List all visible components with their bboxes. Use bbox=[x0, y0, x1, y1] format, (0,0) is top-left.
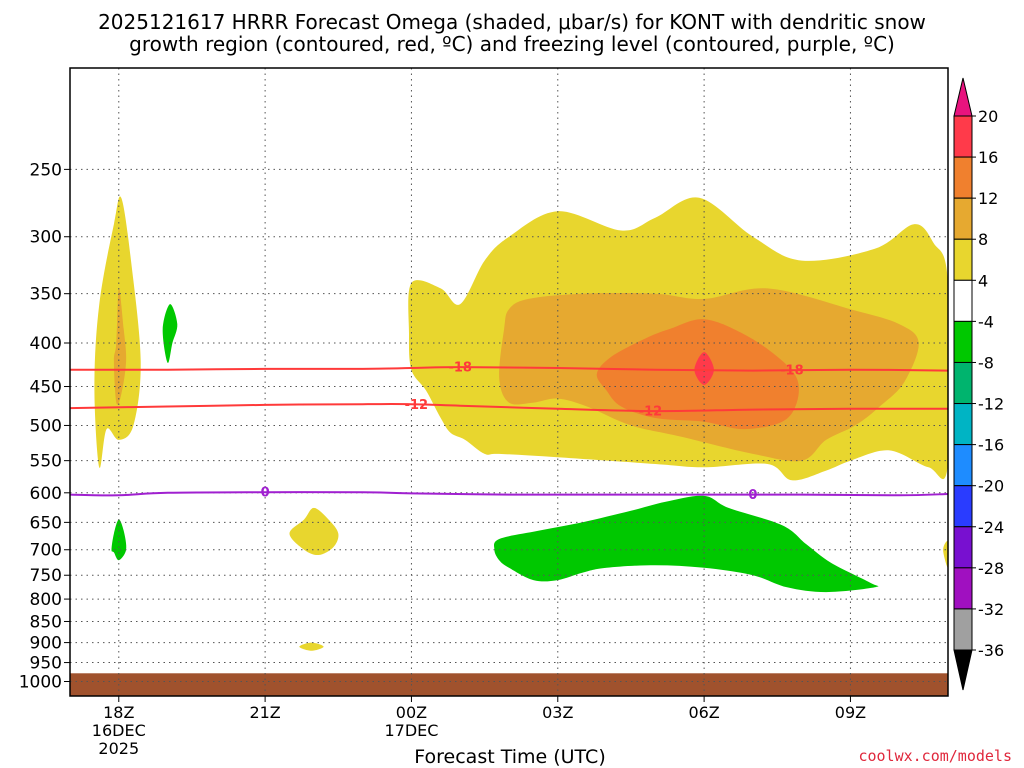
contour-label-0-0: 0 bbox=[261, 486, 270, 501]
omega-region-1 bbox=[113, 288, 127, 405]
y-tick-label-800: 800 bbox=[30, 590, 62, 610]
colorbar-label-9: -20 bbox=[978, 477, 1004, 496]
colorbar-label-1: 16 bbox=[978, 148, 998, 167]
contour-label--12-1: -12 bbox=[639, 405, 663, 420]
colorbar-label-5: -4 bbox=[978, 312, 994, 331]
colorbar-swatch-6 bbox=[953, 361, 973, 405]
y-tick-label-350: 350 bbox=[30, 285, 62, 305]
colorbar-swatch-2 bbox=[953, 197, 973, 240]
contour-label--12-0: -12 bbox=[405, 398, 429, 413]
colorbar-swatch-8 bbox=[953, 444, 973, 487]
colorbar-label-7: -12 bbox=[978, 395, 1004, 414]
colorbar-label-11: -28 bbox=[978, 559, 1004, 578]
colorbar-swatch-9 bbox=[953, 485, 973, 528]
colorbar-label-6: -8 bbox=[978, 353, 994, 372]
colorbar-label-2: 12 bbox=[978, 189, 998, 208]
omega-region-6 bbox=[162, 304, 178, 364]
chart-title-line1: 2025121617 HRRR Forecast Omega (shaded, … bbox=[98, 10, 926, 34]
contour-group--18: -18 -18 bbox=[70, 361, 948, 379]
y-tick-label-700: 700 bbox=[30, 541, 62, 561]
x-axis-label: Forecast Time (UTC) bbox=[414, 746, 605, 768]
contour-line--18 bbox=[70, 366, 948, 372]
omega-region-5 bbox=[694, 352, 714, 385]
y-tick-label-600: 600 bbox=[30, 484, 62, 504]
y-tick-label-1000: 1000 bbox=[19, 673, 62, 693]
y-tick-label-850: 850 bbox=[30, 612, 62, 632]
colorbar-label-13: -36 bbox=[978, 641, 1004, 660]
plot-frame bbox=[69, 67, 949, 697]
colorbar-label-0: 20 bbox=[978, 107, 998, 126]
x-tick-label-06Z: 06Z bbox=[688, 703, 719, 722]
contour-label-0-1: 0 bbox=[748, 488, 757, 503]
y-tick-label-550: 550 bbox=[30, 452, 62, 472]
omega-region-9 bbox=[289, 507, 339, 556]
chart-title-line2: growth region (contoured, red, ºC) and f… bbox=[129, 32, 895, 56]
watermark-text: coolwx.com/models bbox=[858, 747, 1012, 765]
x-tick-label-03Z: 03Z bbox=[542, 703, 573, 722]
y-tick-label-250: 250 bbox=[30, 160, 62, 180]
omega-region-10 bbox=[299, 642, 324, 651]
y-tick-label-950: 950 bbox=[30, 654, 62, 674]
y-tick-label-400: 400 bbox=[30, 334, 62, 354]
colorbar-label-12: -32 bbox=[978, 600, 1004, 619]
colorbar-swatch-11 bbox=[953, 567, 973, 610]
y-tick-label-650: 650 bbox=[30, 513, 62, 533]
colorbar-swatch-0 bbox=[953, 115, 973, 158]
x-tick-date-00Z: 17DEC bbox=[384, 721, 438, 740]
plot-content: -18 -18-12 -120 0 bbox=[70, 68, 948, 696]
x-tick-label-21Z: 21Z bbox=[249, 703, 280, 722]
colorbar-label-4: 4 bbox=[978, 271, 988, 290]
x-tick-label-18Z: 18Z bbox=[103, 703, 134, 722]
colorbar-swatch-4 bbox=[953, 279, 973, 322]
contour-line--12 bbox=[70, 403, 948, 413]
x-tick-date-18Z: 16DEC bbox=[92, 721, 146, 740]
colorbar-label-3: 8 bbox=[978, 230, 988, 249]
colorbar-swatch-5 bbox=[953, 320, 973, 363]
colorbar-swatch-12 bbox=[953, 608, 973, 651]
contour-label--18-0: -18 bbox=[448, 361, 472, 376]
contour-label--18-1: -18 bbox=[780, 364, 804, 379]
colorbar-top-arrow bbox=[953, 77, 973, 117]
omega-region-11 bbox=[943, 541, 948, 568]
plot-area: -18 -18-12 -120 025030035040045050055060065… bbox=[19, 67, 949, 758]
omega-region-8 bbox=[493, 495, 879, 593]
colorbar: 20 16 12 8 4 -4 -8 -12 -16 -20 -24 -28 -32 -36 bbox=[953, 77, 1004, 691]
y-tick-label-900: 900 bbox=[30, 634, 62, 654]
y-tick-label-750: 750 bbox=[30, 566, 62, 586]
colorbar-swatch-1 bbox=[953, 156, 973, 199]
colorbar-label-10: -24 bbox=[978, 518, 1004, 537]
colorbar-bottom-arrow bbox=[953, 649, 973, 691]
y-tick-label-450: 450 bbox=[30, 378, 62, 398]
y-tick-label-300: 300 bbox=[30, 228, 62, 248]
colorbar-label-8: -16 bbox=[978, 436, 1004, 455]
ground-surface bbox=[70, 673, 948, 696]
contour-group--12: -12 -12 bbox=[70, 398, 948, 420]
y-tick-label-500: 500 bbox=[30, 416, 62, 436]
colorbar-swatch-10 bbox=[953, 526, 973, 569]
x-tick-year-18Z: 2025 bbox=[98, 739, 139, 758]
colorbar-swatch-3 bbox=[953, 238, 973, 281]
colorbar-swatch-7 bbox=[953, 403, 973, 446]
x-tick-label-09Z: 09Z bbox=[835, 703, 866, 722]
x-tick-label-00Z: 00Z bbox=[396, 703, 427, 722]
contour-line-0 bbox=[70, 491, 948, 497]
